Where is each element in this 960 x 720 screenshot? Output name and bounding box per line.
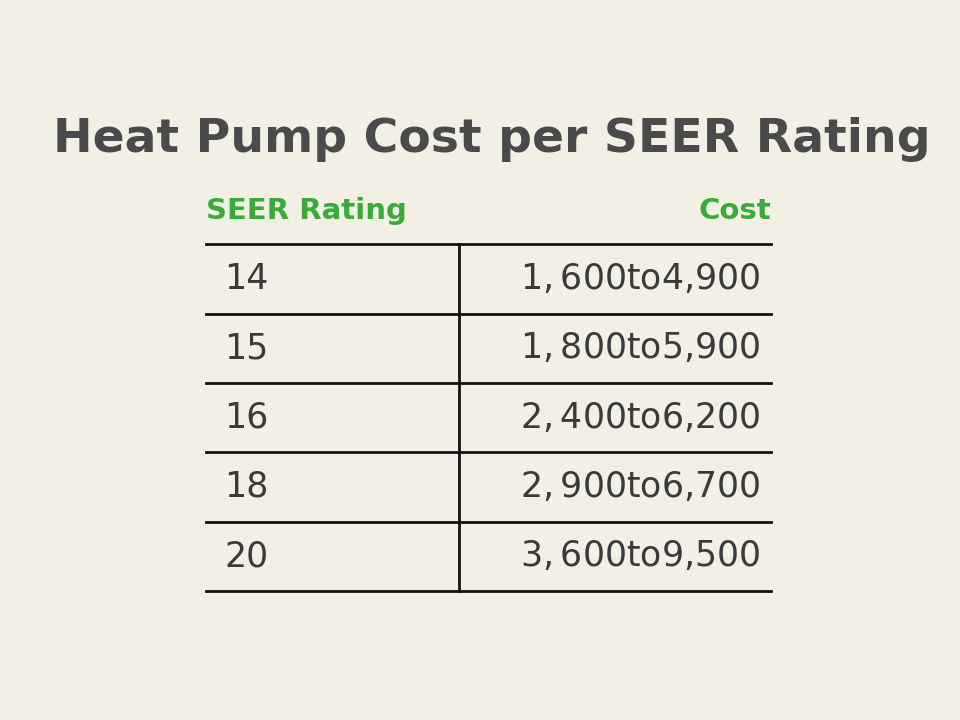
- Text: $1,800 to $5,900: $1,800 to $5,900: [519, 331, 760, 365]
- Text: SEER Rating: SEER Rating: [205, 197, 406, 225]
- Text: 16: 16: [225, 400, 269, 435]
- Text: $2,900 to $6,700: $2,900 to $6,700: [519, 470, 760, 504]
- Text: Cost: Cost: [698, 197, 771, 225]
- Text: $2,400 to $6,200: $2,400 to $6,200: [519, 400, 760, 435]
- Text: 20: 20: [225, 539, 268, 573]
- Text: Heat Pump Cost per SEER Rating: Heat Pump Cost per SEER Rating: [53, 117, 931, 161]
- Text: $1,600 to $4,900: $1,600 to $4,900: [519, 262, 760, 296]
- Text: 15: 15: [225, 331, 269, 365]
- Text: $3,600 to $9,500: $3,600 to $9,500: [519, 539, 760, 573]
- Text: 14: 14: [225, 262, 269, 296]
- Text: 18: 18: [225, 470, 269, 504]
